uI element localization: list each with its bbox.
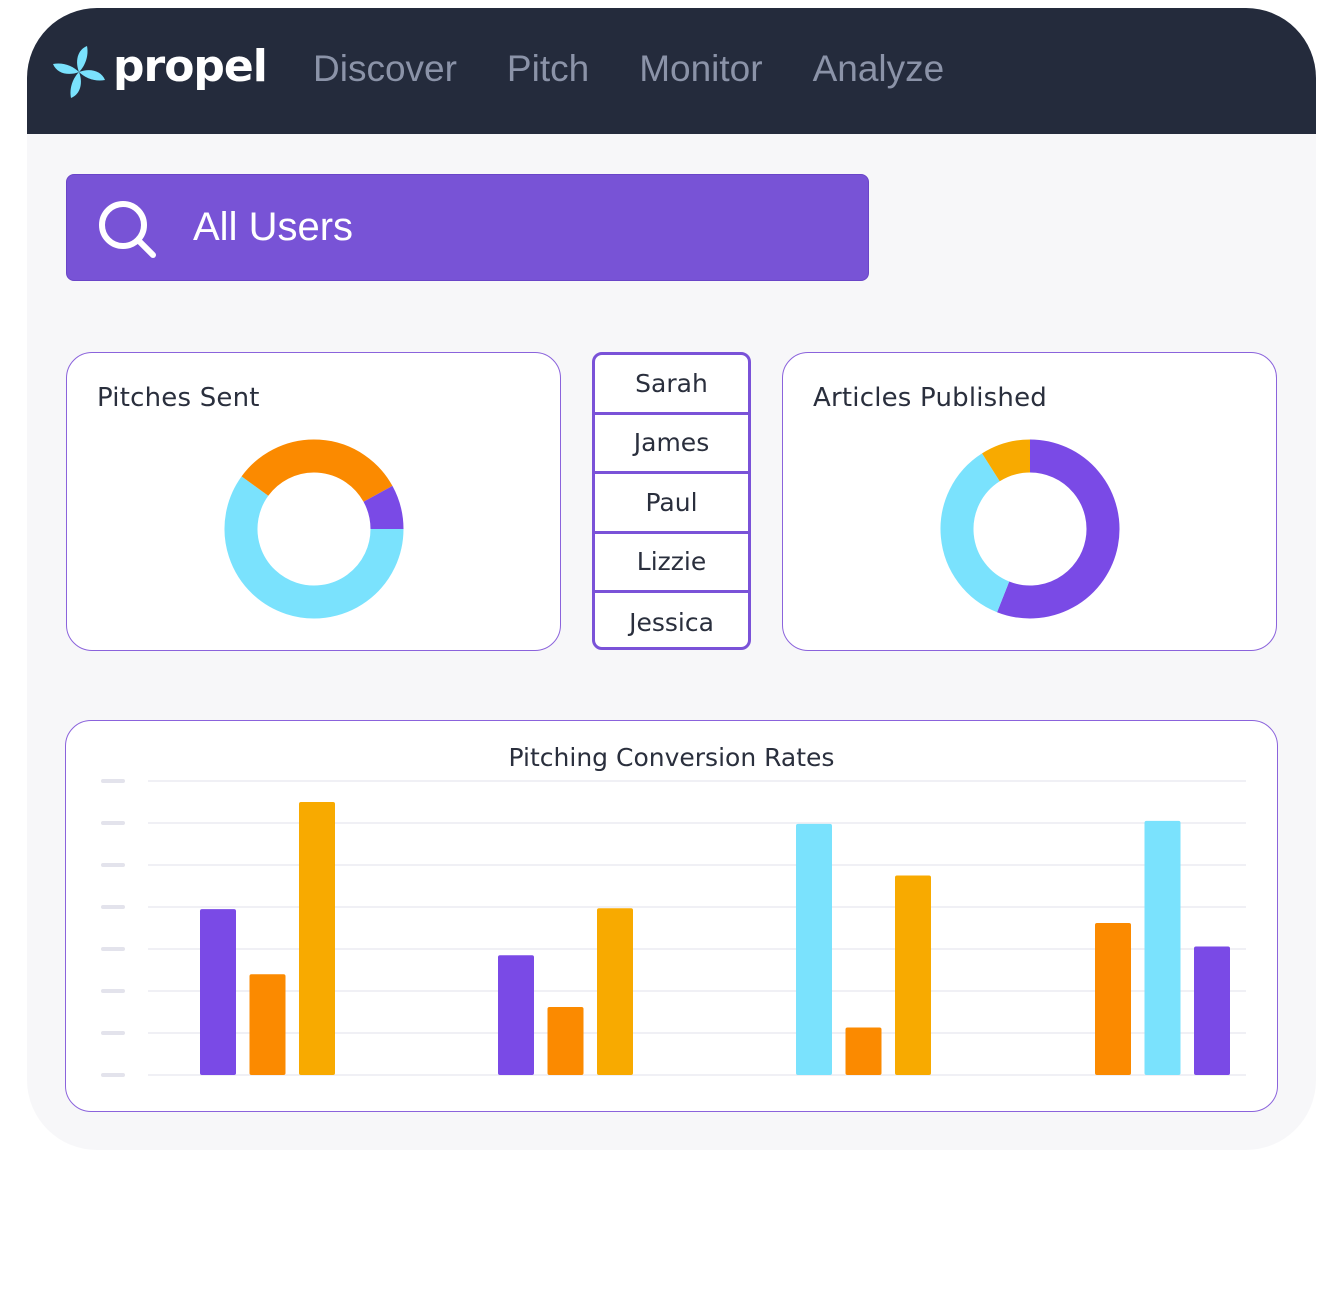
- pitches-slice-2: [363, 485, 404, 530]
- conversion-bar-chart: [101, 779, 1246, 1077]
- search-icon: [99, 201, 156, 258]
- pitches-slice-1: [241, 439, 393, 503]
- user-item-paul[interactable]: Paul: [595, 474, 748, 534]
- articles-published-card: Articles Published: [782, 352, 1277, 651]
- conversion-chart-title: Pitching Conversion Rates: [508, 743, 835, 772]
- pitches-sent-card: Pitches Sent: [66, 352, 561, 651]
- bar-group-3-bar-2: [1194, 946, 1230, 1075]
- top-navigation-bar: propel Discover Pitch Monitor Analyze: [27, 8, 1316, 134]
- articles-slice-2: [982, 439, 1031, 482]
- bar-group-0-bar-2: [299, 802, 335, 1075]
- articles-published-donut-chart: [940, 439, 1120, 619]
- brand-logo[interactable]: propel: [49, 40, 268, 102]
- nav-analyze[interactable]: Analyze: [812, 48, 945, 89]
- bar-group-1-bar-0: [498, 955, 534, 1075]
- bar-group-1-bar-2: [597, 908, 633, 1075]
- propeller-logo-icon: [53, 46, 105, 98]
- conversion-rates-card: Pitching Conversion Rates: [65, 720, 1278, 1112]
- nav-monitor[interactable]: Monitor: [639, 48, 763, 89]
- articles-slice-0: [997, 439, 1120, 619]
- search-label: All Users: [193, 205, 354, 249]
- bar-group-0-bar-0: [200, 909, 236, 1075]
- pitches-sent-title: Pitches Sent: [97, 383, 260, 413]
- main-nav: Discover Pitch Monitor Analyze: [313, 48, 994, 90]
- nav-discover[interactable]: Discover: [313, 48, 457, 89]
- pitches-sent-donut-chart: [224, 439, 404, 619]
- articles-slice-1: [940, 453, 1010, 613]
- user-filter-search[interactable]: All Users: [66, 174, 869, 281]
- app-window: propel Discover Pitch Monitor Analyze Al…: [27, 8, 1316, 1150]
- bar-group-3-bar-1: [1144, 820, 1181, 1075]
- bar-group-2-bar-1: [845, 1027, 882, 1075]
- user-item-james[interactable]: James: [595, 415, 748, 474]
- articles-published-title: Articles Published: [813, 383, 1047, 413]
- bar-group-3-bar-0: [1095, 922, 1131, 1075]
- brand-name: propel: [113, 40, 268, 92]
- user-item-lizzie[interactable]: Lizzie: [595, 534, 748, 593]
- bar-group-2-bar-0: [796, 823, 832, 1075]
- pitches-slice-0: [224, 476, 404, 619]
- user-list: Sarah James Paul Lizzie Jessica: [592, 352, 751, 650]
- nav-pitch[interactable]: Pitch: [506, 48, 590, 89]
- user-item-jessica[interactable]: Jessica: [629, 608, 714, 638]
- user-item-sarah[interactable]: Sarah: [595, 355, 748, 415]
- bar-group-0-bar-1: [249, 974, 286, 1075]
- bar-group-1-bar-1: [547, 1006, 584, 1075]
- bar-group-2-bar-2: [895, 875, 931, 1075]
